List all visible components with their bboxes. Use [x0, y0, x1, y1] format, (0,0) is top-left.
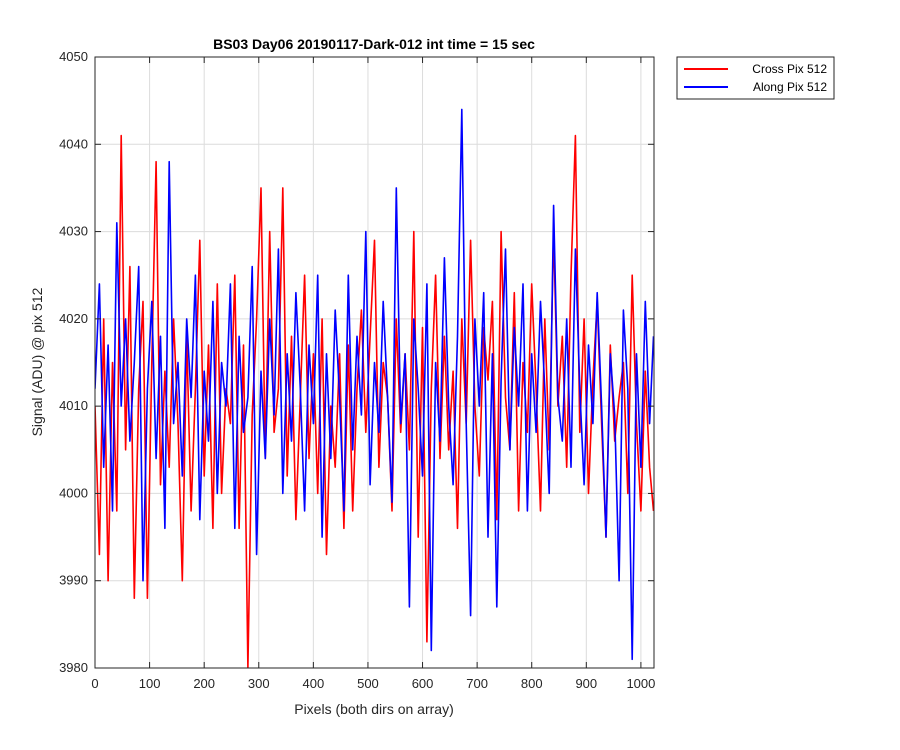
x-tick-label: 400: [303, 676, 325, 691]
x-tick-label: 100: [139, 676, 161, 691]
x-tick-label: 1000: [626, 676, 655, 691]
x-tick-label: 800: [521, 676, 543, 691]
y-tick-label: 3980: [59, 660, 88, 675]
chart-title: BS03 Day06 20190117-Dark-012 int time = …: [213, 36, 535, 52]
y-tick-label: 4020: [59, 311, 88, 326]
x-tick-label: 300: [248, 676, 270, 691]
axis-ticks: 0 100 200 300 400 500 600 700 800 900 1000 3980 3990…: [59, 49, 655, 691]
y-tick-label: 4040: [59, 136, 88, 151]
plot-frame: [94, 56, 655, 669]
x-tick-label: 0: [91, 676, 98, 691]
series-along-pix-512: [95, 108, 654, 661]
y-tick-label: 4050: [59, 49, 88, 64]
series-cross-pix-512: [95, 134, 654, 668]
legend-label-along: Along Pix 512: [753, 80, 827, 94]
y-tick-label: 4000: [59, 485, 88, 500]
y-tick-label: 4010: [59, 398, 88, 413]
series-layer: [95, 108, 654, 668]
legend-label-cross: Cross Pix 512: [752, 62, 827, 76]
x-tick-label: 700: [466, 676, 488, 691]
x-tick-label: 900: [575, 676, 597, 691]
x-tick-label: 500: [357, 676, 379, 691]
y-tick-label: 4030: [59, 224, 88, 239]
y-axis-label: Signal (ADU) @ pix 512: [29, 287, 45, 436]
x-axis-label: Pixels (both dirs on array): [294, 701, 454, 717]
x-tick-label: 200: [193, 676, 215, 691]
x-tick-label: 600: [412, 676, 434, 691]
legend-box: [676, 56, 835, 100]
y-tick-label: 3990: [59, 573, 88, 588]
legend: Cross Pix 512 Along Pix 512: [676, 56, 835, 100]
